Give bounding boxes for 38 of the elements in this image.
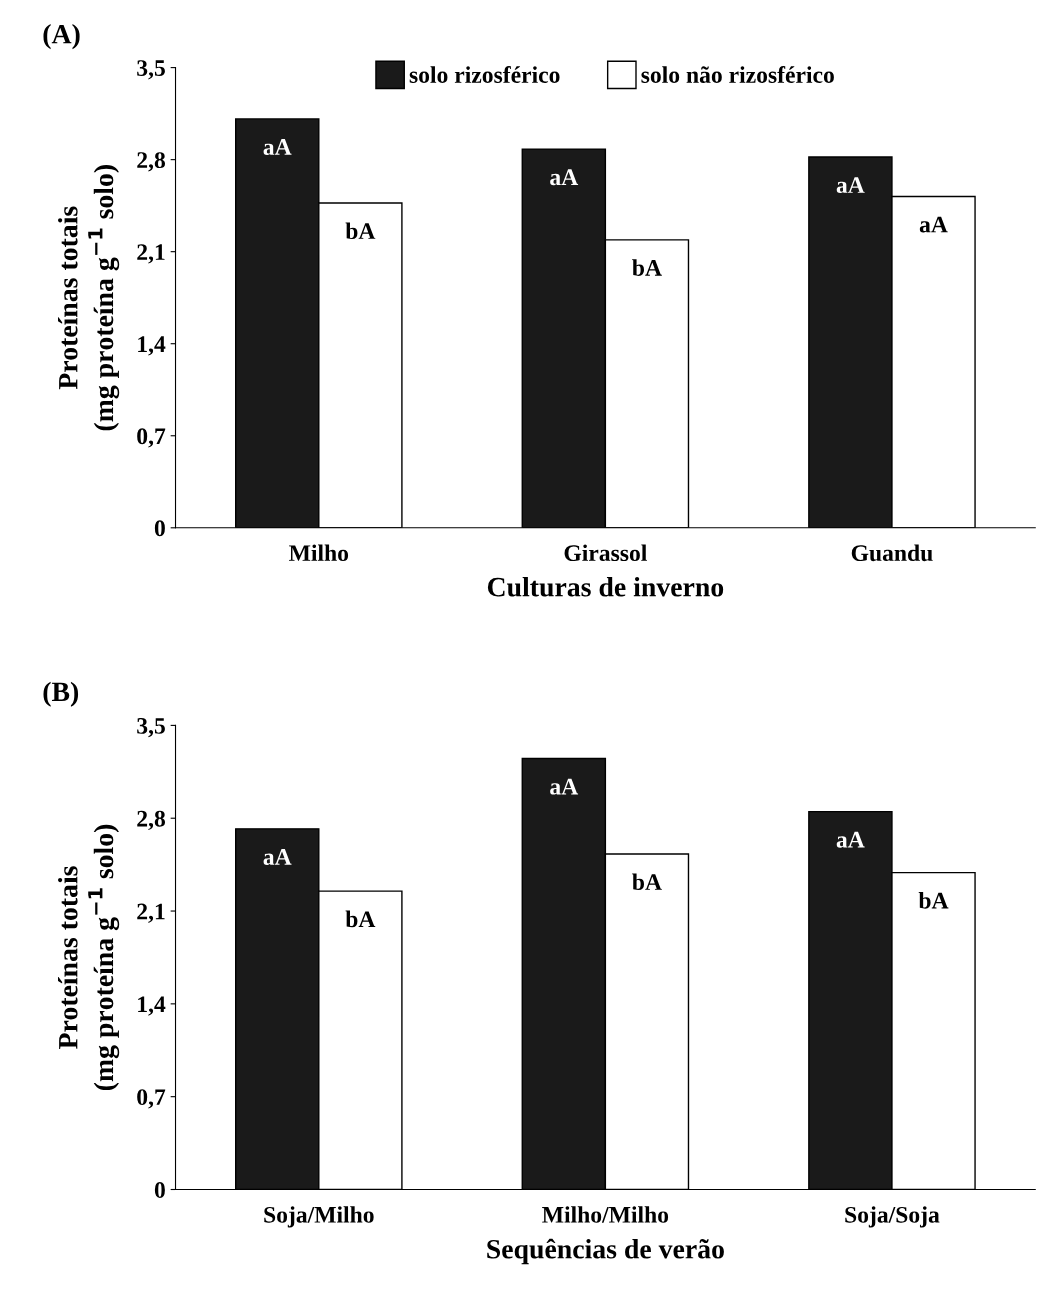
data-label: bA: [345, 910, 376, 928]
x-tick-label: Girassol: [564, 544, 647, 562]
data-label: aA: [836, 831, 865, 848]
data-label: aA: [836, 177, 865, 194]
y-tick-label: 2,1: [137, 903, 165, 923]
y-axis-title: Proteínas totais (mg proteína g$^{−1}$ solo): [58, 165, 120, 431]
y-tick-label: 1,4: [138, 336, 166, 356]
chart-title: (A): [43, 24, 80, 50]
legend-label: solo rizosférico: [409, 66, 560, 83]
x-axis-title: Culturas de inverno: [487, 576, 724, 597]
x-tick-label: Milho: [289, 544, 349, 562]
y-tick-label: 2,1: [137, 244, 165, 264]
y-tick-label: 2,8: [137, 810, 166, 831]
x-tick-label: Soja/Milho: [264, 1206, 374, 1228]
data-label: aA: [263, 849, 292, 865]
data-label: bA: [632, 259, 662, 276]
y-tick-label: 0,7: [137, 428, 166, 448]
data-label: aA: [550, 778, 579, 795]
legend-label: solo não rizosférico: [641, 66, 834, 83]
y-tick-label: 3,5: [137, 60, 165, 80]
data-label: bA: [918, 892, 949, 909]
x-tick-label: Soja/Soja: [845, 1206, 940, 1228]
data-label: aA: [919, 216, 948, 233]
data-label: aA: [263, 139, 292, 155]
x-axis-title: Sequências de verão: [487, 1238, 724, 1265]
data-label: bA: [632, 873, 662, 891]
data-label: bA: [345, 222, 376, 240]
y-tick-label: 0,7: [137, 1089, 166, 1109]
y-tick-label: 0: [154, 1181, 165, 1198]
y-axis-title: Proteínas totais (mg proteína g$^{−1}$ solo): [58, 824, 120, 1091]
chart-title: (B): [43, 681, 79, 707]
y-tick-label: 2,8: [137, 152, 166, 172]
y-tick-label: 3,5: [137, 717, 165, 738]
x-tick-label: Milho/Milho: [542, 1206, 669, 1223]
x-tick-label: Guandu: [851, 544, 933, 562]
data-label: aA: [550, 169, 579, 186]
y-tick-label: 0: [154, 520, 165, 537]
y-tick-label: 1,4: [138, 996, 166, 1016]
